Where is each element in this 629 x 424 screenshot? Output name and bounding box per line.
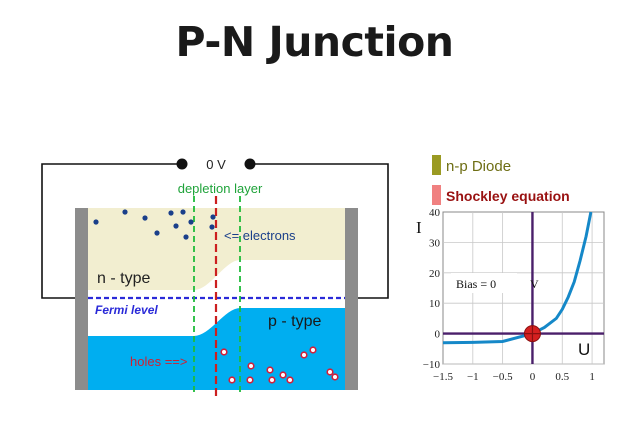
x-tick-label: −1 — [467, 371, 479, 383]
hole — [309, 346, 317, 354]
holes — [220, 346, 339, 384]
hole — [228, 376, 236, 384]
electron — [154, 230, 160, 236]
y-tick-label: 10 — [429, 298, 441, 310]
fermi-level-label: Fermi level — [95, 303, 158, 317]
iv-curve — [442, 211, 593, 345]
voltage-label: 0 V — [206, 157, 226, 172]
right-terminal — [244, 158, 256, 170]
depletion-layer-label: depletion layer — [178, 181, 263, 196]
iv-plot: 40 30 20 10 0 −10 −1.5 −1 −0.5 0 0.5 1 — [423, 207, 605, 383]
hole — [326, 368, 334, 376]
holes-label: holes ==> — [130, 354, 187, 369]
hole — [268, 376, 276, 384]
x-tick-labels: −1.5 −1 −0.5 0 0.5 1 — [433, 371, 595, 383]
legend-diode-swatch — [432, 155, 441, 175]
y-tick-labels: 40 30 20 10 0 −10 — [423, 207, 441, 371]
x-tick-label: −0.5 — [493, 371, 513, 383]
left-terminal — [176, 158, 188, 170]
electron — [168, 210, 174, 216]
electron — [142, 215, 148, 221]
x-tick-label: 1 — [589, 371, 595, 383]
hole — [247, 362, 255, 370]
voltage-axis-label: U — [578, 340, 590, 359]
legend-shockley-label: Shockley equation — [446, 188, 570, 204]
n-type-label: n - type — [97, 270, 150, 287]
v-marker-label: V — [530, 277, 539, 291]
electron — [173, 223, 179, 229]
bias-label: Bias = 0 — [456, 277, 496, 291]
electron — [93, 219, 99, 225]
electron — [183, 234, 189, 240]
electron — [180, 209, 186, 215]
electrons — [93, 209, 216, 240]
electron — [210, 214, 216, 220]
bias-label-bg — [451, 273, 517, 293]
hole — [220, 348, 228, 356]
hole — [331, 373, 339, 381]
y-tick-label: 20 — [429, 268, 441, 280]
hole — [286, 376, 294, 384]
left-wire — [41, 163, 182, 299]
electron — [188, 219, 194, 225]
y-tick-label: 40 — [429, 207, 441, 219]
y-tick-label: 30 — [429, 237, 441, 249]
right-electrode — [345, 208, 358, 390]
right-wire — [250, 163, 389, 299]
slide-title: P-N Junction — [175, 18, 454, 66]
hole — [279, 371, 287, 379]
p-region — [88, 308, 345, 390]
electron — [122, 209, 128, 215]
y-tick-label: −10 — [423, 359, 441, 371]
hole — [300, 351, 308, 359]
hole — [266, 366, 274, 374]
hole — [246, 376, 254, 384]
circuit-wires — [41, 163, 389, 299]
electron — [209, 224, 215, 230]
x-tick-label: −1.5 — [433, 371, 453, 383]
legend-shockley-swatch — [432, 185, 441, 205]
p-type-label: p - type — [268, 313, 321, 330]
left-electrode — [75, 208, 88, 390]
x-tick-label: 0.5 — [555, 371, 569, 383]
y-tick-label: 0 — [435, 329, 441, 341]
legend-diode-label: n-p Diode — [446, 158, 511, 175]
x-tick-label: 0 — [530, 371, 536, 383]
current-axis-label: I — [416, 218, 422, 237]
electrons-label: <= electrons — [224, 228, 296, 243]
